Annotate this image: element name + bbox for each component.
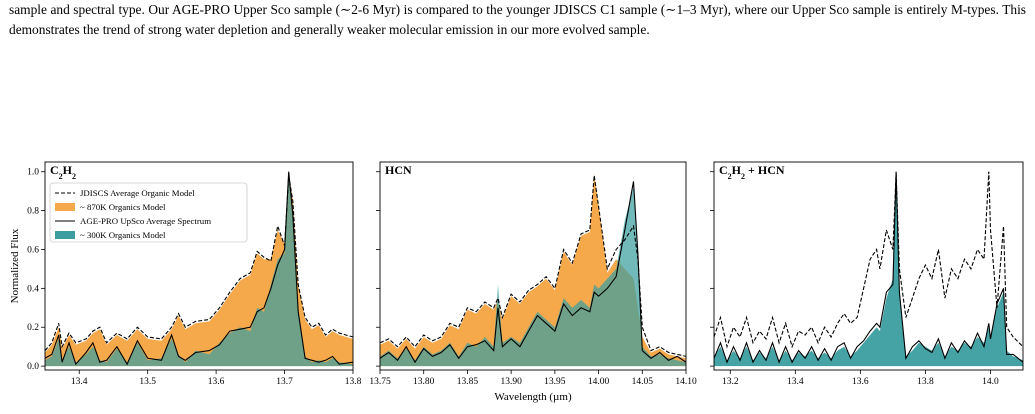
x-tick-label: 13.6 xyxy=(852,377,869,387)
y-tick-label: 1.0 xyxy=(27,168,39,178)
panel-title-part: 2 xyxy=(728,172,732,181)
x-tick-label: 13.8 xyxy=(917,377,934,387)
x-tick-label: 13.8 xyxy=(345,377,362,387)
dashed-line xyxy=(380,175,686,357)
solid-line xyxy=(714,171,1023,364)
x-tick-label: 13.4 xyxy=(71,377,88,387)
panel-title-part: C xyxy=(719,163,728,177)
axes-frame xyxy=(713,161,1024,371)
solid-line xyxy=(45,171,353,366)
dashed-line xyxy=(714,171,1023,349)
y-tick-label: 0.8 xyxy=(27,207,39,217)
y-tick-label: 0.0 xyxy=(27,362,39,372)
legend-label: ~ 870K Organics Model xyxy=(80,202,166,212)
panel-title: C2H2 + HCN xyxy=(719,163,785,181)
panel-title-part: 2 xyxy=(72,172,76,181)
x-tick-label: 13.7 xyxy=(276,377,293,387)
x-tick-label: 13.2 xyxy=(722,377,739,387)
x-tick-label: 13.80 xyxy=(413,377,435,387)
panel-title-part: H xyxy=(63,163,73,177)
x-tick-label: 13.6 xyxy=(208,377,225,387)
x-tick-label: 13.85 xyxy=(457,377,479,387)
solid-line xyxy=(380,181,686,364)
teal-area xyxy=(380,187,686,367)
panel-2: 13.75 13.80 13.85 13.90 13.95 14.00 14.05 14.10… xyxy=(369,161,697,387)
axes-frame xyxy=(44,161,354,371)
legend-orange-swatch xyxy=(55,203,75,211)
x-tick-label: 13.75 xyxy=(369,377,391,387)
spectra-figure: 13.4 13.5 13.6 13.7 13.80.00.20.40.60.81.0 C2… xyxy=(9,161,1024,403)
x-tick-label: 14.0 xyxy=(982,377,999,387)
x-tick-label: 14.05 xyxy=(632,377,654,387)
y-tick-label: 0.4 xyxy=(27,284,39,294)
panel-title-part: C xyxy=(50,163,59,177)
legend-frame xyxy=(49,182,248,243)
plot-area xyxy=(714,171,1023,367)
x-tick-label: 13.4 xyxy=(787,377,804,387)
panel-title: C2H2 xyxy=(50,163,76,181)
legend: JDISCS Average Organic Model ~ 870K Organ… xyxy=(49,182,248,243)
panel-title-part: + HCN xyxy=(745,163,785,177)
axes-frame xyxy=(379,161,687,371)
x-tick-label: 13.5 xyxy=(139,377,156,387)
x-tick-label: 13.95 xyxy=(544,377,566,387)
legend-label: JDISCS Average Organic Model xyxy=(80,188,195,198)
y-tick-label: 0.6 xyxy=(27,245,39,255)
legend-label: AGE-PRO UpSco Average Spectrum xyxy=(80,216,211,226)
x-tick-label: 14.10 xyxy=(675,377,697,387)
panel-title-part: HCN xyxy=(385,163,412,177)
teal-area xyxy=(45,171,353,367)
panel-1: 13.4 13.5 13.6 13.7 13.80.00.20.40.60.81.0 C2… xyxy=(27,161,362,387)
plot-area xyxy=(45,171,353,367)
y-axis-label: Normalized Flux xyxy=(9,228,21,303)
panel-title: HCN xyxy=(385,163,412,177)
panel-title-part: 2 xyxy=(59,172,63,181)
figure-caption: sample and spectral type. Our AGE-PRO Up… xyxy=(9,0,1026,40)
x-tick-label: 13.90 xyxy=(500,377,522,387)
x-axis-label: Wavelength (µm) xyxy=(494,391,572,403)
legend-teal-swatch xyxy=(55,231,75,239)
panel-title-part: 2 xyxy=(741,172,745,181)
dashed-line xyxy=(45,175,353,351)
x-tick-label: 14.00 xyxy=(588,377,610,387)
legend-label: ~ 300K Organics Model xyxy=(80,230,166,240)
teal-area xyxy=(714,175,1023,367)
plot-area xyxy=(380,173,686,367)
y-tick-label: 0.2 xyxy=(27,323,39,333)
panel-title-part: H xyxy=(732,163,742,177)
caption-text: sample and spectral type. Our AGE-PRO Up… xyxy=(9,2,1026,37)
